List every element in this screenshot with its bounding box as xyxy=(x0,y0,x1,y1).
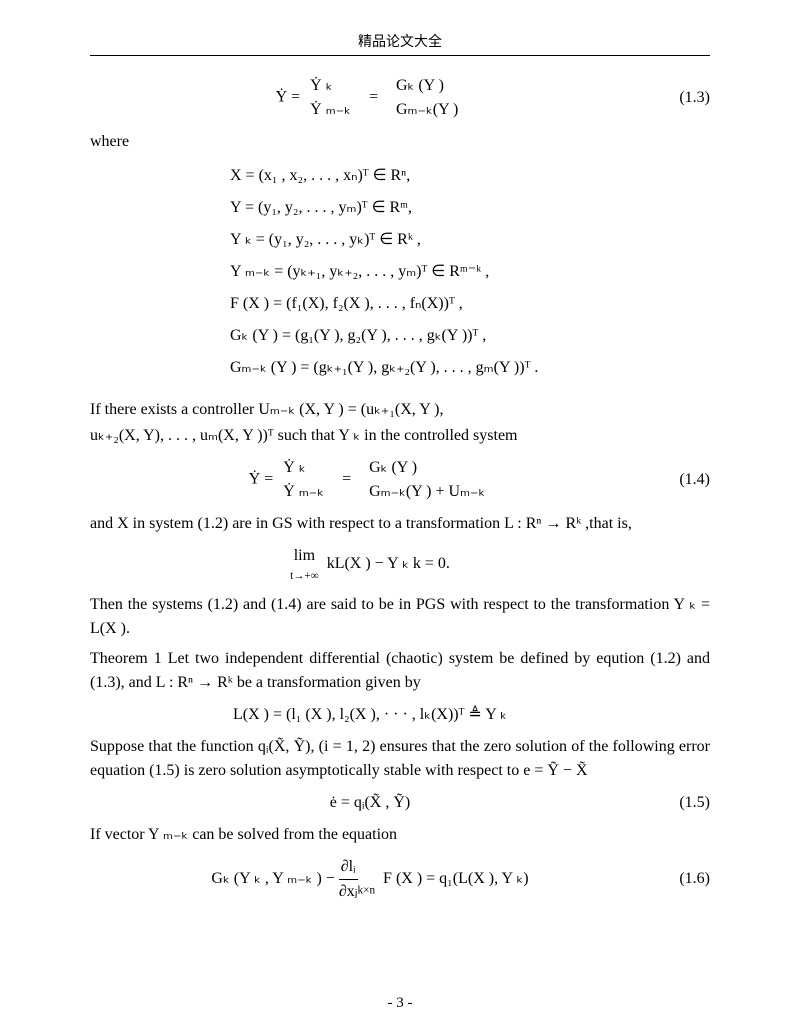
paragraph-pgs: Then the systems (1.2) and (1.4) are sai… xyxy=(90,593,710,641)
eq13-c1-top: Ẏ ₖ xyxy=(304,74,357,98)
page-number: - 3 - xyxy=(0,992,800,1015)
def-line-6: Gₖ (Y ) = (g₁(Y ), g₂(Y ), . . . , gₖ(Y … xyxy=(230,320,710,352)
eq-lim-cond: t→+∞ xyxy=(290,568,319,585)
theorem-1: Theorem 1 Let two independent differenti… xyxy=(90,647,710,695)
eq14-left: Ẏ = xyxy=(249,471,274,488)
def-line-7: Gₘ₋ₖ (Y ) = (gₖ₊₁(Y ), gₖ₊₂(Y ), . . . ,… xyxy=(230,352,710,384)
page: 精品论文大全 Ẏ = Ẏ ₖ Ẏ ₘ₋ₖ = Gₖ (Y ) Gₘ₋ₖ(Y ) … xyxy=(0,0,800,1036)
def-line-5: F (X ) = (f₁(X), f₂(X ), . . . , fₙ(X))ᵀ… xyxy=(230,288,710,320)
theorem-1-head: Theorem 1 xyxy=(90,650,162,667)
def-line-3: Y ₖ = (y₁, y₂, . . . , yₖ)ᵀ ∈ Rᵏ , xyxy=(230,224,710,256)
eq13-eq: = xyxy=(369,89,378,106)
def-line-4: Y ₘ₋ₖ = (yₖ₊₁, yₖ₊₂, . . . , yₘ)ᵀ ∈ Rᵐ⁻ᵏ… xyxy=(230,256,710,288)
eq14-eq: = xyxy=(342,471,351,488)
eq16-number: (1.6) xyxy=(650,867,710,891)
eq16-frac-bot: ∂xⱼ xyxy=(339,879,358,904)
eq16-sub: k×n xyxy=(358,884,376,896)
def-line-1: X = (x₁ , x₂, . . . , xₙ)ᵀ ∈ Rⁿ, xyxy=(230,160,710,192)
eq16-frac-top: ∂lᵢ xyxy=(339,855,358,879)
eq13-left: Ẏ = xyxy=(276,89,301,106)
eq16-right: F (X ) = q₁(L(X ), Y ₖ) xyxy=(383,870,529,887)
theorem-1-body: Let two independent differential (chaoti… xyxy=(90,650,710,691)
equation-1-4: Ẏ = Ẏ ₖ Ẏ ₘ₋ₖ = Gₖ (Y ) Gₘ₋ₖ(Y ) + Uₘ₋ₖ … xyxy=(90,456,710,504)
eq14-c2-bot: Gₘ₋ₖ(Y ) + Uₘ₋ₖ xyxy=(363,480,491,504)
eq15-number: (1.5) xyxy=(650,791,710,815)
eq-lim-op: lim xyxy=(294,547,315,564)
eq13-c2-top: Gₖ (Y ) xyxy=(390,74,464,98)
eq13-c2-bot: Gₘ₋ₖ(Y ) xyxy=(390,98,464,122)
eq14-c1-top: Ẏ ₖ xyxy=(277,456,330,480)
eq-lim-body: kL(X ) − Y ₖ k = 0. xyxy=(327,555,450,572)
eq16-left: Gₖ (Y ₖ , Y ₘ₋ₖ ) − xyxy=(211,870,334,887)
page-header-title: 精品论文大全 xyxy=(90,32,710,56)
eq15-body: ė = qᵢ(X̃ , Ỹ) xyxy=(90,791,650,815)
equation-1-3: Ẏ = Ẏ ₖ Ẏ ₘ₋ₖ = Gₖ (Y ) Gₘ₋ₖ(Y ) (1.3) xyxy=(90,74,710,122)
equation-limit: lim t→+∞ kL(X ) − Y ₖ k = 0. xyxy=(90,544,710,585)
paragraph-gs: and X in system (1.2) are in GS with res… xyxy=(90,512,710,536)
eq14-number: (1.4) xyxy=(650,468,710,492)
paragraph-controller-1: If there exists a controller Uₘ₋ₖ (X, Y … xyxy=(90,398,710,422)
paragraph-if-vector: If vector Y ₘ₋ₖ can be solved from the e… xyxy=(90,823,710,847)
def-line-2: Y = (y₁, y₂, . . . , yₘ)ᵀ ∈ Rᵐ, xyxy=(230,192,710,224)
eq14-c1-bot: Ẏ ₘ₋ₖ xyxy=(277,480,330,504)
definitions-block: X = (x₁ , x₂, . . . , xₙ)ᵀ ∈ Rⁿ, Y = (y₁… xyxy=(230,160,710,384)
equation-L: L(X ) = (l₁ (X ), l₂(X ), · · · , lₖ(X))… xyxy=(90,703,710,727)
eq13-c1-bot: Ẏ ₘ₋ₖ xyxy=(304,98,357,122)
eq14-c2-top: Gₖ (Y ) xyxy=(363,456,491,480)
where-label: where xyxy=(90,130,710,154)
eq13-number: (1.3) xyxy=(650,86,710,110)
eq-L-body: L(X ) = (l₁ (X ), l₂(X ), · · · , lₖ(X))… xyxy=(90,703,650,727)
equation-1-5: ė = qᵢ(X̃ , Ỹ) (1.5) xyxy=(90,791,710,815)
paragraph-controller-2: uₖ₊₂(X, Y), . . . , uₘ(X, Y ))ᵀ such tha… xyxy=(90,424,710,448)
equation-1-6: Gₖ (Y ₖ , Y ₘ₋ₖ ) − ∂lᵢ ∂xⱼ k×n F (X ) =… xyxy=(90,855,710,904)
paragraph-suppose: Suppose that the function qᵢ(X̃, Ỹ), (i … xyxy=(90,735,710,783)
